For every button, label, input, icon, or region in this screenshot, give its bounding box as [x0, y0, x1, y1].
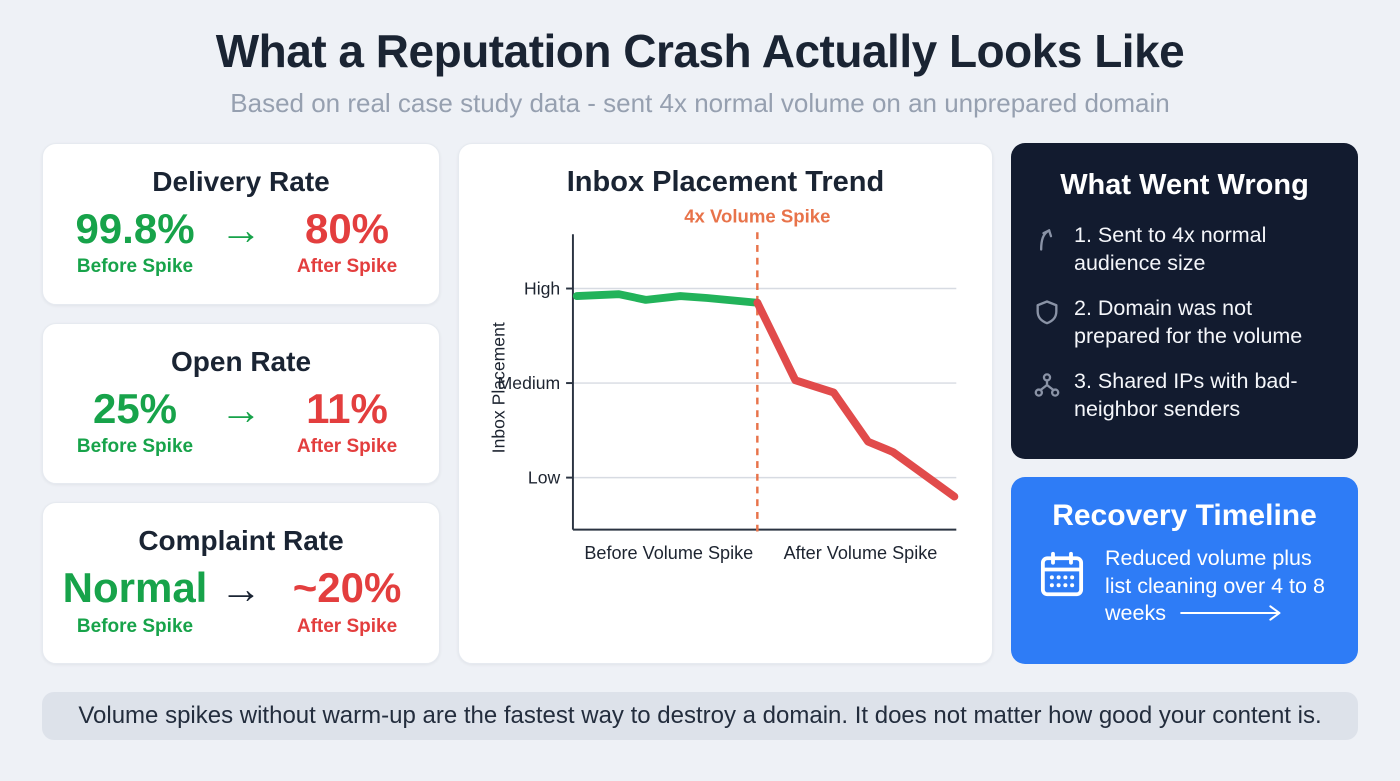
metric-body: Normal Before Spike → ~20% After Spike — [43, 561, 439, 637]
complaint-rate-card: Complaint Rate Normal Before Spike → ~20… — [42, 502, 440, 665]
metric-title: Open Rate — [170, 345, 312, 377]
wrong-item: 2. Domain was not prepared for the volum… — [1033, 295, 1336, 350]
what-went-wrong-title: What Went Wrong — [1060, 169, 1309, 201]
metric-before: 25% Before Spike — [60, 384, 210, 458]
inbox-placement-chart: High Medium Low 4x Volume Spike Inbox Placem… — [481, 201, 970, 586]
metric-after: ~20% After Spike — [272, 565, 422, 637]
main-content: Delivery Rate 99.8% Before Spike → 80% A… — [0, 143, 1400, 665]
metric-after-value: ~20% — [292, 564, 402, 612]
metric-before: Normal Before Spike — [60, 565, 210, 637]
takeaway-banner: Volume spikes without warm-up are the fa… — [42, 692, 1358, 740]
recovery-text: Reduced volume plus list cleaning over 4… — [1105, 546, 1325, 626]
recovery-timeline-title: Recovery Timeline — [1052, 499, 1317, 533]
metric-body: 99.8% Before Spike → 80% After Spike — [43, 202, 439, 278]
svg-text:Before Volume Spike: Before Volume Spike — [584, 543, 753, 563]
svg-text:After Volume Spike: After Volume Spike — [784, 543, 938, 563]
calendar-icon — [1035, 547, 1089, 601]
wrong-item: 3. Shared IPs with bad-neighbor senders — [1033, 368, 1336, 423]
open-rate-card: Open Rate 25% Before Spike → 11% After S… — [42, 322, 440, 485]
recovery-body: Reduced volume plus list cleaning over 4… — [1033, 545, 1336, 628]
recovery-timeline-card: Recovery Timeline Reduced volume plus li… — [1011, 477, 1358, 664]
metric-after-label: After Spike — [296, 435, 398, 457]
inbox-placement-chart-card: Inbox Placement Trend High Medium Low 4x Vo… — [458, 143, 993, 664]
metric-after-label: After Spike — [296, 615, 398, 637]
metric-before-label: Before Spike — [76, 256, 194, 278]
svg-text:Inbox Placement: Inbox Placement — [488, 322, 508, 453]
right-arrow-icon: → — [220, 385, 262, 433]
metric-before-label: Before Spike — [76, 615, 194, 637]
recovery-text-block: Reduced volume plus list cleaning over 4… — [1105, 545, 1336, 628]
metric-title: Complaint Rate — [138, 525, 344, 557]
page-title: What a Reputation Crash Actually Looks L… — [215, 25, 1185, 77]
shield-icon — [1033, 298, 1061, 326]
right-arrow-icon: → — [220, 565, 262, 613]
what-went-wrong-card: What Went Wrong 1. Sent to 4x normal aud… — [1011, 143, 1358, 460]
metric-title: Delivery Rate — [152, 166, 330, 197]
page-subtitle: Based on real case study data - sent 4x … — [230, 88, 1170, 118]
long-arrow-right-icon — [1180, 605, 1281, 621]
svg-text:Medium: Medium — [498, 373, 561, 393]
info-column: What Went Wrong 1. Sent to 4x normal aud… — [1011, 143, 1358, 664]
trend-up-icon — [1033, 225, 1061, 253]
metric-before-value: Normal — [62, 564, 208, 612]
metric-before-label: Before Spike — [76, 435, 194, 457]
wrong-item-text: 2. Domain was not prepared for the volum… — [1074, 296, 1303, 348]
wrong-item-text: 3. Shared IPs with bad-neighbor senders — [1074, 369, 1298, 421]
network-icon — [1033, 371, 1061, 399]
svg-text:4x Volume Spike: 4x Volume Spike — [684, 206, 830, 227]
metric-after-value: 80% — [304, 205, 390, 252]
delivery-rate-card: Delivery Rate 99.8% Before Spike → 80% A… — [42, 143, 440, 305]
metric-before: 99.8% Before Spike — [60, 205, 210, 278]
metric-after-value: 11% — [306, 384, 388, 432]
metric-before-value: 99.8% — [75, 205, 195, 252]
wrong-item-text: 1. Sent to 4x normal audience size — [1074, 223, 1267, 275]
metric-after-label: After Spike — [296, 256, 398, 278]
chart-title: Inbox Placement Trend — [566, 166, 885, 198]
metric-after: 11% After Spike — [272, 384, 422, 458]
wrong-item: 1. Sent to 4x normal audience size — [1033, 222, 1336, 277]
metric-before-value: 25% — [92, 384, 178, 432]
svg-text:High: High — [524, 278, 560, 298]
takeaway-text: Volume spikes without warm-up are the fa… — [78, 702, 1322, 729]
line-chart-svg: High Medium Low 4x Volume Spike Inbox Placem… — [488, 206, 959, 563]
page-header: What a Reputation Crash Actually Looks L… — [0, 0, 1400, 119]
metric-after: 80% After Spike — [272, 205, 422, 278]
right-arrow-icon: → — [220, 206, 262, 253]
metrics-column: Delivery Rate 99.8% Before Spike → 80% A… — [42, 143, 440, 665]
svg-text:Low: Low — [528, 467, 561, 487]
metric-body: 25% Before Spike → 11% After Spike — [43, 382, 439, 458]
